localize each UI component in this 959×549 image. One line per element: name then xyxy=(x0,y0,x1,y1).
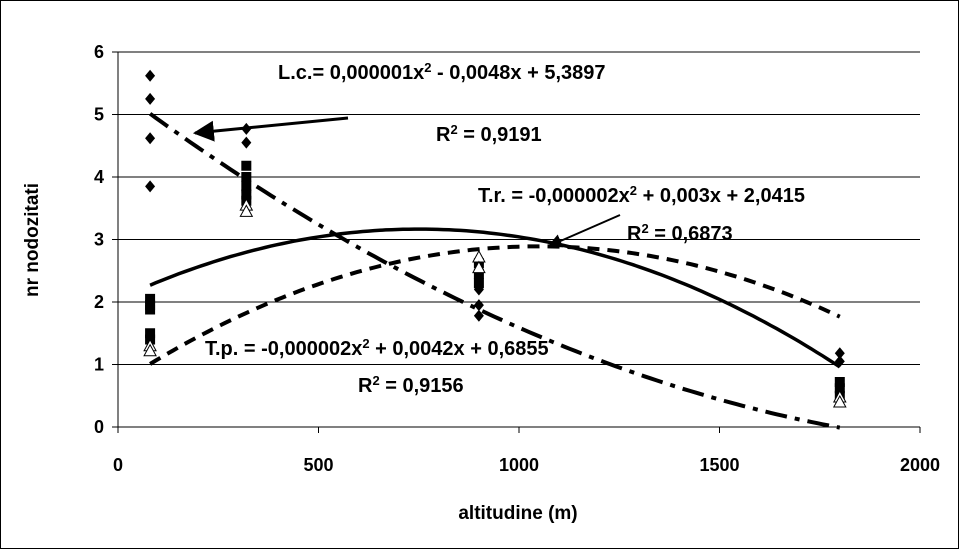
y-tick-label: 1 xyxy=(94,355,104,375)
lc-data-point xyxy=(834,347,845,360)
y-tick-label: 2 xyxy=(94,292,104,312)
tp-data-point xyxy=(143,343,157,357)
tp-data-point xyxy=(472,260,486,274)
x-tick-label: 1000 xyxy=(499,455,539,475)
tp-r-squared: R2 = 0,9156 xyxy=(358,373,464,398)
tr-equation: T.r. = -0,000002x2 + 0,003x + 2,0415 xyxy=(478,183,805,208)
tr-annotation-arrow xyxy=(547,214,621,248)
y-tick-label: 0 xyxy=(94,417,104,437)
lc-data-point xyxy=(145,180,156,193)
y-tick-label: 6 xyxy=(94,42,104,62)
tr-data-point xyxy=(145,328,156,339)
x-axis-title: altitudine (m) xyxy=(458,503,577,524)
x-tick-label: 1500 xyxy=(699,455,739,475)
lc-trendline xyxy=(148,112,841,430)
tp-data-point xyxy=(832,394,847,408)
tr-data-point xyxy=(145,293,156,304)
axes xyxy=(112,51,921,433)
annotation-arrows xyxy=(192,116,621,248)
data-points xyxy=(143,69,847,408)
tr-data-point xyxy=(145,304,156,315)
tr-data-point xyxy=(473,268,484,279)
x-tick-label: 2000 xyxy=(900,455,940,475)
trendlines xyxy=(148,112,841,430)
lc-data-point xyxy=(834,355,845,368)
lc-data-point xyxy=(145,69,156,82)
tr-r-squared: R2 = 0,6873 xyxy=(627,221,733,246)
lc-data-point xyxy=(145,132,156,145)
lc-data-point xyxy=(145,92,156,105)
y-tick-label: 5 xyxy=(94,105,104,125)
tp-equation: T.p. = -0,000002x2 + 0,0042x + 0,6855 xyxy=(205,336,549,361)
tick-labels: 0 1 2 3 4 5 6 0 500 1000 1500 2000 xyxy=(94,42,940,475)
y-tick-label: 3 xyxy=(94,230,104,250)
y-tick-label: 4 xyxy=(94,167,104,187)
tr-trendline xyxy=(149,227,841,369)
x-tick-label: 0 xyxy=(113,455,123,475)
tr-data-point xyxy=(834,377,845,387)
lc-data-point xyxy=(241,136,252,149)
y-axis-title: nr nodozitati xyxy=(22,183,43,297)
tr-data-point xyxy=(473,278,484,289)
tp-trendline xyxy=(149,244,841,366)
lc-annotation-arrow xyxy=(192,116,349,142)
lc-data-point xyxy=(473,299,484,312)
tr-data-point xyxy=(241,181,252,192)
lc-equation: L.c.= 0,000001x2 - 0,0048x + 5,3897 xyxy=(278,60,606,85)
lc-r-squared: R2 = 0,9191 xyxy=(436,122,542,147)
x-tick-label: 500 xyxy=(303,455,333,475)
tr-data-point xyxy=(241,172,252,182)
tr-data-point xyxy=(241,189,252,200)
lc-data-point xyxy=(473,309,484,322)
tr-data-point xyxy=(241,160,252,171)
tp-data-point xyxy=(239,204,254,217)
tr-data-point xyxy=(834,383,845,394)
tp-data-point xyxy=(472,249,486,263)
gridlines xyxy=(118,51,920,365)
